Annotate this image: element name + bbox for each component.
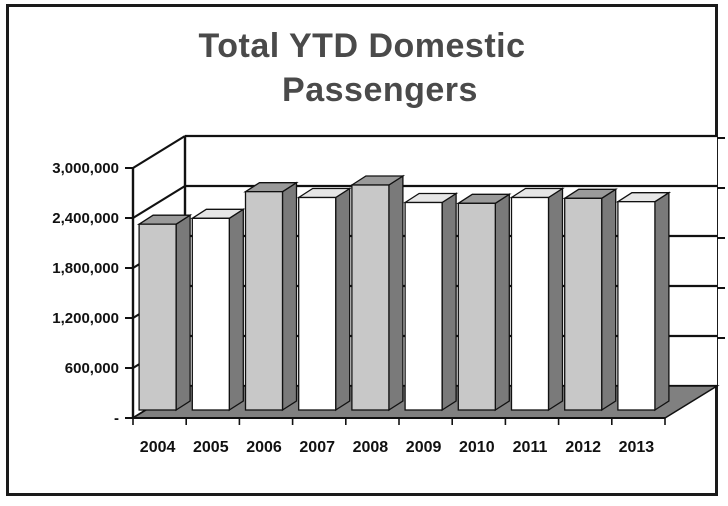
x-tick-label: 2004	[140, 439, 176, 456]
x-tick-label: 2006	[246, 439, 282, 456]
bar-side	[441, 192, 457, 412]
bar	[244, 191, 284, 411]
bar-side	[335, 187, 351, 412]
bar-side	[228, 208, 244, 412]
y-tick-label: 3,000,000	[52, 160, 119, 177]
side-gridline	[132, 135, 186, 169]
x-tick-label: 2009	[406, 439, 442, 456]
x-tick-label: 2010	[459, 439, 495, 456]
bar-side	[547, 187, 564, 412]
bar-side	[388, 174, 404, 412]
bar-side	[601, 188, 617, 412]
bar-side	[654, 191, 670, 412]
chart-title-line-1: Total YTD Domestic	[198, 27, 526, 65]
y-tick-label: -	[114, 410, 119, 427]
side-gridline	[132, 185, 186, 219]
chart-title-line-2: Passengers	[282, 71, 478, 109]
x-tick-label: 2013	[619, 439, 655, 456]
bar-side	[175, 213, 191, 412]
bar	[138, 223, 177, 411]
y-tick-label: 1,200,000	[52, 310, 119, 327]
bar	[617, 201, 656, 411]
bar	[510, 196, 550, 411]
bar	[564, 197, 603, 411]
bar	[457, 202, 496, 411]
bar	[351, 184, 390, 411]
x-tick-label: 2012	[565, 439, 601, 456]
bar	[298, 196, 337, 411]
bar	[191, 217, 230, 411]
bar-side	[494, 193, 510, 412]
y-tick-label: 2,400,000	[52, 210, 119, 227]
x-tick-label: 2008	[353, 439, 389, 456]
y-tick-label: 1,800,000	[52, 260, 119, 277]
y-tick-label: 600,000	[65, 360, 119, 377]
bar-side	[281, 181, 298, 412]
bar	[404, 201, 443, 411]
x-tick-label: 2007	[299, 439, 335, 456]
x-tick-label: 2005	[193, 439, 229, 456]
x-tick-label: 2011	[513, 439, 548, 456]
